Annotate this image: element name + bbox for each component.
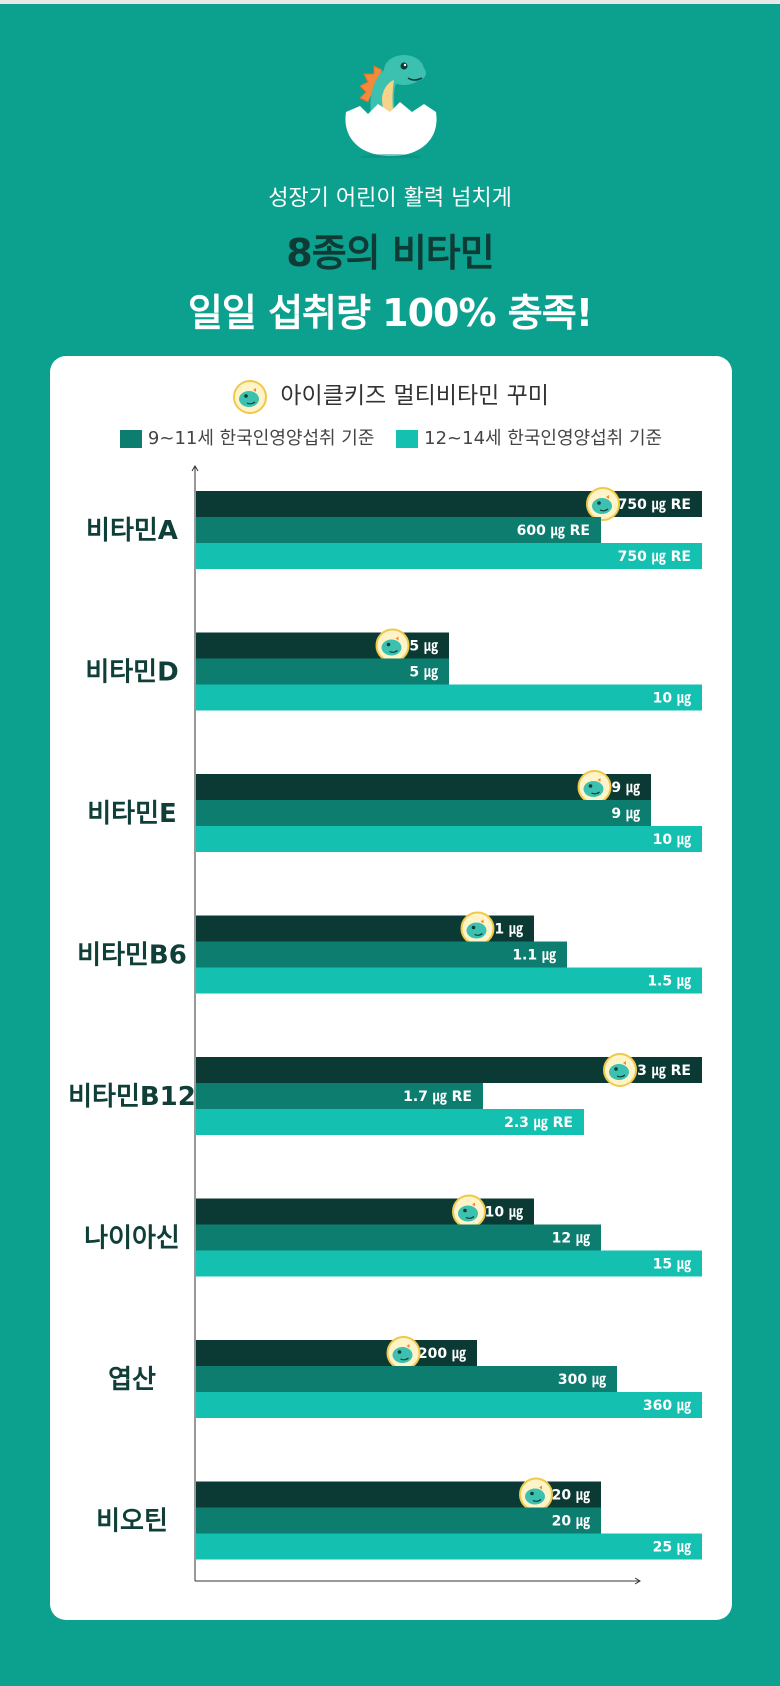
bar-value-label: 10 ㎍ xyxy=(653,691,691,708)
product-legend-label: 아이클키즈 멀티비타민 꾸미 xyxy=(280,383,549,409)
bar-value-label: 360 ㎍ xyxy=(643,1398,691,1415)
dinosaur-badge-icon xyxy=(233,379,268,414)
bar-product xyxy=(196,1340,477,1366)
bar-12-14 xyxy=(196,826,702,852)
legend-label-12-14: 12~14세 한국인영양섭취 기준 xyxy=(424,428,663,449)
dinosaur-badge-icon xyxy=(519,1477,553,1512)
bar-12-14 xyxy=(196,1533,702,1560)
category-label: 나이아신 xyxy=(84,1224,180,1254)
bar-value-label: 1.7 ㎍ RE xyxy=(403,1089,472,1106)
category-label: 비타민D xyxy=(85,658,178,688)
vitamin-bar-chart: 비타민A 750 ㎍ RE 600 ㎍ RE 750 ㎍ RE 비타민D 5 ㎍ 5 ㎍ 10… xyxy=(68,465,702,1585)
bar-value-label: 15 ㎍ xyxy=(653,1257,691,1274)
legend-item-9-11: 9~11세 한국인영양섭취 기준 xyxy=(119,426,375,452)
bar-value-label: 2.3 ㎍ RE xyxy=(504,1115,573,1132)
legend-item-12-14: 12~14세 한국인영양섭취 기준 xyxy=(396,426,662,452)
legend-swatch-9-11 xyxy=(119,430,142,448)
bar-9-11 xyxy=(196,658,449,685)
bar-12-14 xyxy=(196,1392,702,1418)
hero-section: 성장기 어린이 활력 넘치게 8종의 비타민 일일 섭취량 100% 충족! xyxy=(0,0,780,350)
chart-legend: 9~11세 한국인영양섭취 기준 12~14세 한국인영양섭취 기준 xyxy=(50,426,732,452)
dinosaur-badge-icon xyxy=(586,487,620,521)
bar-9-11 xyxy=(196,800,651,826)
product-legend: 아이클키즈 멀티비타민 꾸미 xyxy=(50,376,732,416)
bar-9-11 xyxy=(196,517,601,543)
bar-value-label: 3 ㎍ RE xyxy=(637,1063,691,1080)
bar-value-label: 9 ㎍ xyxy=(611,806,640,823)
category-label: 엽산 xyxy=(108,1365,156,1395)
category-label: 비오틴 xyxy=(96,1507,168,1537)
bar-value-label: 300 ㎍ xyxy=(558,1372,606,1389)
bar-9-11 xyxy=(196,1083,483,1109)
bar-value-label: 20 ㎍ xyxy=(552,1488,590,1505)
dinosaur-badge-icon xyxy=(577,770,612,804)
legend-label-9-11: 9~11세 한국인영양섭취 기준 xyxy=(147,428,375,449)
dinosaur-badge-icon xyxy=(603,1053,637,1087)
bar-12-14 xyxy=(196,967,702,994)
bar-12-14 xyxy=(196,1250,702,1277)
dinosaur-badge-icon xyxy=(452,1194,486,1229)
bar-9-11 xyxy=(196,1366,617,1392)
bar-value-label: 600 ㎍ RE xyxy=(517,523,590,540)
bar-value-label: 1 ㎍ xyxy=(494,922,523,939)
bar-value-label: 750 ㎍ RE xyxy=(618,549,691,566)
y-axis-arrow xyxy=(191,465,199,472)
dinosaur-badge-icon xyxy=(460,911,495,946)
bar-value-label: 200 ㎍ xyxy=(418,1346,466,1363)
bar-value-label: 10 ㎍ xyxy=(485,1205,523,1222)
bar-value-label: 750 ㎍ RE xyxy=(618,497,691,514)
bar-value-label: 5 ㎍ xyxy=(409,665,438,682)
hero-subtitle: 성장기 어린이 활력 넘치게 xyxy=(268,186,512,211)
bar-value-label: 1.5 ㎍ xyxy=(647,974,691,991)
bar-value-label: 12 ㎍ xyxy=(552,1231,590,1248)
bar-12-14 xyxy=(196,543,702,569)
bar-value-label: 9 ㎍ xyxy=(611,780,640,797)
bar-value-label: 20 ㎍ xyxy=(552,1514,590,1531)
top-border xyxy=(0,0,780,4)
bar-9-11 xyxy=(196,1507,601,1534)
bar-9-11 xyxy=(196,941,567,968)
bar-value-label: 1.1 ㎍ xyxy=(512,948,556,965)
x-axis-arrow xyxy=(634,1577,641,1585)
legend-swatch-12-14 xyxy=(396,430,419,448)
category-label: 비타민E xyxy=(87,799,177,829)
chart-card: 아이클키즈 멀티비타민 꾸미 9~11세 한국인영양섭취 기준 12~14세 한… xyxy=(50,356,732,1620)
category-label: 비타민B12 xyxy=(68,1082,196,1112)
category-label: 비타민B6 xyxy=(77,941,187,971)
dinosaur-badge-icon xyxy=(375,628,410,663)
hero-title-line2: 일일 섭취량 100% 충족! xyxy=(187,291,593,335)
bar-9-11 xyxy=(196,1224,601,1251)
dinosaur-egg-mascot-icon xyxy=(345,55,437,158)
bar-value-label: 5 ㎍ xyxy=(409,639,438,656)
bar-value-label: 10 ㎍ xyxy=(653,832,691,849)
dinosaur-badge-icon xyxy=(386,1336,421,1370)
bar-value-label: 25 ㎍ xyxy=(653,1540,691,1557)
bar-12-14 xyxy=(196,1109,584,1135)
bar-product xyxy=(196,774,651,800)
bar-12-14 xyxy=(196,684,702,711)
hero-title-line1: 8종의 비타민 xyxy=(286,231,494,275)
category-label: 비타민A xyxy=(86,516,178,546)
